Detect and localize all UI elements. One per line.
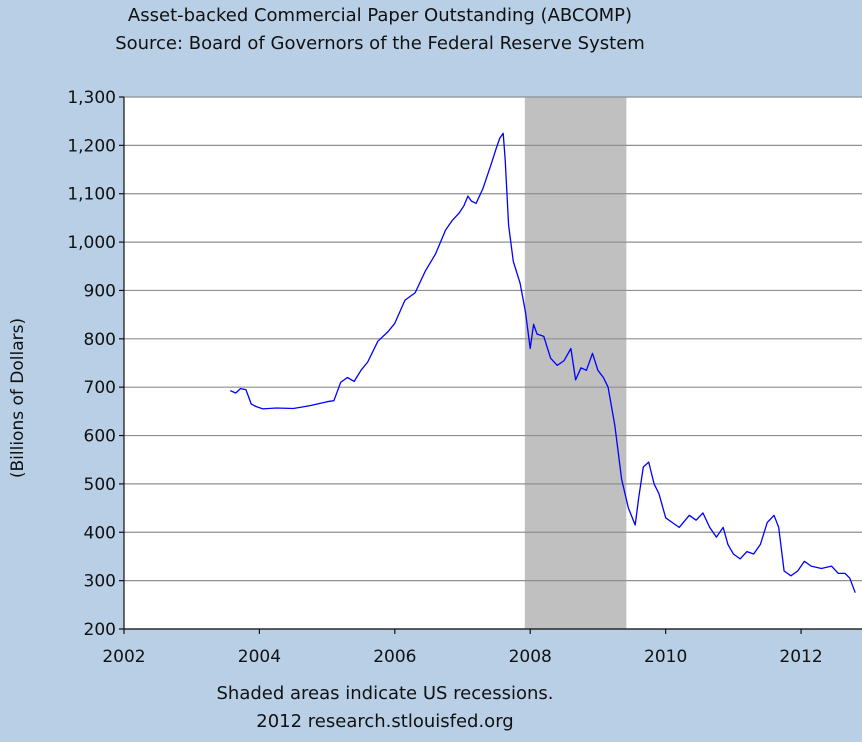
y-tick-label: 1,200 <box>67 136 116 156</box>
plot-area <box>124 97 862 629</box>
chart-title: Asset-backed Commercial Paper Outstandin… <box>127 5 633 26</box>
series-line-abcomp <box>230 132 856 593</box>
y-tick-label: 700 <box>84 378 116 398</box>
x-tick-label: 2008 <box>509 647 552 667</box>
chart-subtitle: Source: Board of Governors of the Federa… <box>115 33 645 54</box>
y-tick-label: 1,100 <box>67 185 116 205</box>
y-tick-label: 400 <box>84 523 116 543</box>
y-tick-label: 1,300 <box>67 88 116 108</box>
y-tick-label: 200 <box>84 620 116 640</box>
y-tick-label: 300 <box>84 572 116 592</box>
x-tick-label: 2004 <box>238 647 281 667</box>
x-tick-label: 2006 <box>373 647 416 667</box>
recession-shade <box>524 97 627 629</box>
x-tick-label: 2010 <box>644 647 687 667</box>
y-tick-label: 500 <box>84 475 116 495</box>
y-tick-label: 1,000 <box>67 233 116 253</box>
x-tick-label: 2002 <box>102 647 145 667</box>
y-tick-label: 900 <box>84 281 116 301</box>
x-tick-label: 2012 <box>779 647 822 667</box>
y-tick-label: 800 <box>84 330 116 350</box>
footer-note: Shaded areas indicate US recessions. <box>216 683 554 704</box>
footer-credit: 2012 research.stlouisfed.org <box>256 711 514 732</box>
y-axis-label: (Billions of Dollars) <box>8 318 28 478</box>
y-tick-label: 600 <box>84 427 116 447</box>
